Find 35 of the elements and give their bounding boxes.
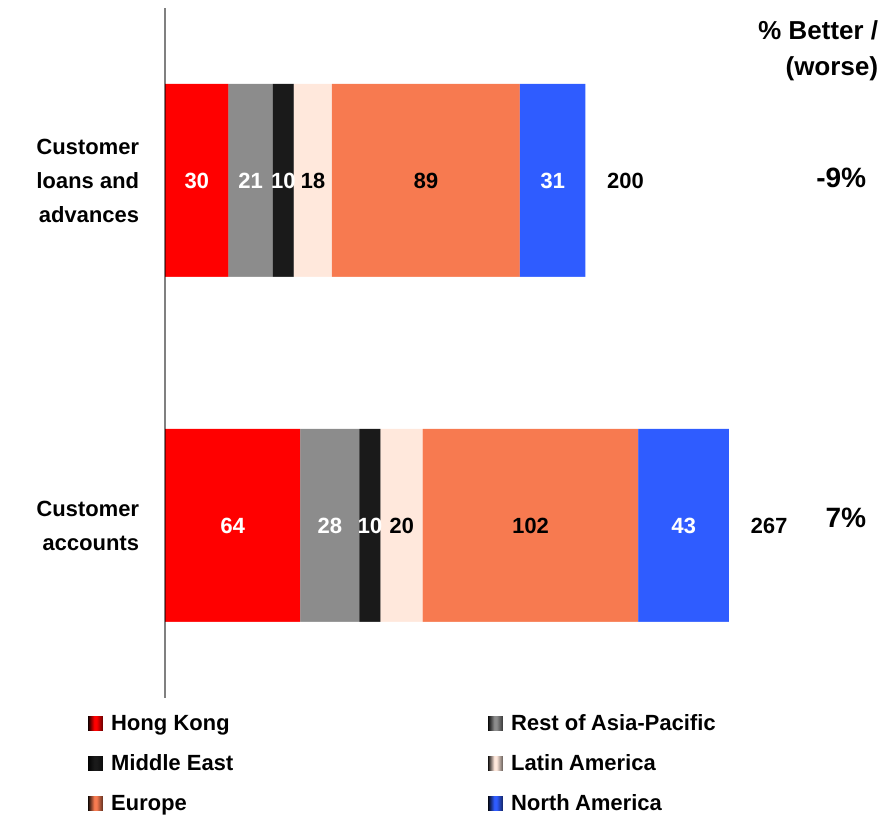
data-label: 21 xyxy=(238,168,263,194)
data-label: 31 xyxy=(540,168,565,194)
legend-label: Latin America xyxy=(510,749,657,777)
text: -9% xyxy=(816,162,866,194)
data-label: 28 xyxy=(318,513,342,538)
legend-label: Middle East xyxy=(110,749,234,777)
data-label: 64 xyxy=(220,513,246,538)
text: % Better / (worse) xyxy=(757,14,878,83)
data-label: 30 xyxy=(184,168,209,194)
bar xyxy=(300,428,360,622)
bar xyxy=(272,84,294,277)
bar xyxy=(520,84,586,277)
bar xyxy=(294,84,332,277)
text: 7% xyxy=(826,502,866,534)
data-label: 18 xyxy=(300,168,326,194)
bar xyxy=(332,84,520,277)
y-tick-label: Customer loans and advances xyxy=(36,134,140,228)
bar xyxy=(422,428,638,622)
data-label: 102 xyxy=(512,513,549,538)
bar xyxy=(165,428,300,622)
bar xyxy=(359,428,380,622)
bar xyxy=(165,84,228,277)
legend-label: Europe xyxy=(110,789,188,816)
legend-label: Rest of Asia-Pacific xyxy=(510,709,717,737)
total-label: 267 xyxy=(750,513,788,538)
y-tick-label: Customer accounts xyxy=(36,496,140,556)
data-label: 20 xyxy=(389,513,414,538)
legend-label: Hong Kong xyxy=(110,709,231,737)
bar xyxy=(380,428,423,622)
legend-label: North America xyxy=(510,789,663,816)
data-label: 89 xyxy=(414,168,438,194)
bar xyxy=(638,428,729,622)
data-label: 43 xyxy=(671,513,696,538)
bar xyxy=(228,84,273,277)
total-label: 200 xyxy=(607,168,644,194)
